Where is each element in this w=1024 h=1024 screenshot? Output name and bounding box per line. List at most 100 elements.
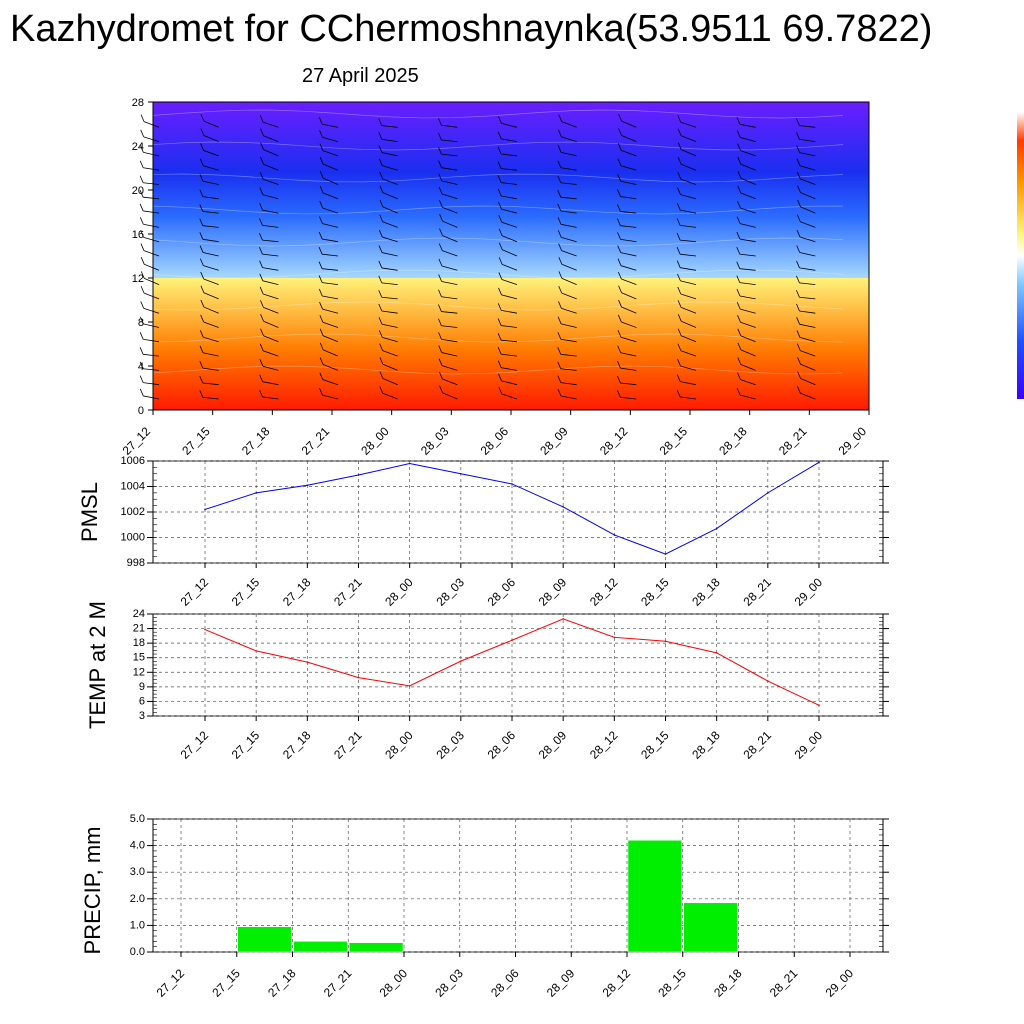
wind-barb xyxy=(442,250,458,257)
wind-barb xyxy=(143,151,160,157)
wind-barb xyxy=(143,338,160,343)
wind-barb-flag xyxy=(259,172,264,180)
wind-barb xyxy=(740,349,756,357)
y-tick-label: 8 xyxy=(138,317,144,329)
x-tick-label: 28_12 xyxy=(597,424,631,458)
wind-barb-flag xyxy=(379,371,384,379)
temp-data-point xyxy=(306,661,309,663)
wind-barb-flag xyxy=(438,274,443,282)
contour-line xyxy=(152,109,844,119)
wind-barb-flag xyxy=(498,242,503,250)
wind-barb-flag xyxy=(140,230,144,238)
wind-barb xyxy=(143,368,160,371)
pmsl-data-point xyxy=(562,506,564,508)
wind-barb xyxy=(561,136,577,142)
wind-barb-flag xyxy=(439,214,443,222)
wind-barb-flag xyxy=(319,387,323,396)
wind-barb xyxy=(203,165,219,171)
wind-barb-flag xyxy=(736,387,741,396)
wind-barb xyxy=(202,367,219,371)
wind-barb-flag xyxy=(319,372,324,380)
pmsl-x-tick-label: 28_09 xyxy=(536,575,570,609)
wind-barb-flag xyxy=(796,132,800,140)
wind-barb xyxy=(441,311,458,314)
wind-barb-flag xyxy=(736,275,741,283)
wind-barb xyxy=(322,238,339,243)
wind-barb xyxy=(143,121,160,128)
wind-barb-flag xyxy=(796,290,800,298)
wind-barb-flag xyxy=(617,390,621,398)
wind-barb xyxy=(322,295,339,300)
pmsl-x-tick-label: 28_00 xyxy=(382,575,416,609)
wind-barb-flag xyxy=(140,271,145,279)
wind-barb xyxy=(621,120,637,128)
wind-barb-flag xyxy=(498,386,503,395)
wind-barb xyxy=(800,206,816,214)
pmsl-data-point xyxy=(306,484,309,487)
pmsl-x-tick-label: 27_15 xyxy=(229,575,263,609)
wind-barb xyxy=(501,263,518,271)
pmsl-y-tick-label: 1006 xyxy=(121,455,145,467)
wind-barb xyxy=(441,325,458,328)
temp-data-point xyxy=(664,640,667,642)
wind-barb-flag xyxy=(737,357,742,365)
wind-barb-flag xyxy=(139,175,144,183)
wind-barb-flag xyxy=(438,146,442,155)
wind-barb xyxy=(620,352,637,357)
wind-barb-flag xyxy=(139,217,144,225)
wind-barb-flag xyxy=(677,314,682,322)
wind-barb-flag xyxy=(676,202,681,211)
wind-barb-flag xyxy=(200,285,205,293)
wind-barb-flag xyxy=(737,185,742,194)
temp-x-tick-label: 27_21 xyxy=(331,728,365,762)
wind-barb-flag xyxy=(378,290,383,298)
precip-bar xyxy=(683,902,738,953)
wind-barb-flag xyxy=(139,388,144,397)
wind-barb-flag xyxy=(259,232,263,241)
precip-x-tick-label: 28_15 xyxy=(655,966,689,1000)
wind-barb xyxy=(501,367,518,371)
wind-barb-flag xyxy=(139,375,144,383)
wind-barb xyxy=(800,178,816,185)
wind-barb-flag xyxy=(259,115,264,123)
wind-barb-flag xyxy=(558,257,563,265)
wind-barb-flag xyxy=(558,114,563,122)
temp-x-tick-label: 28_21 xyxy=(740,728,774,762)
wind-barb-flag xyxy=(617,375,621,384)
wind-barb-flag xyxy=(378,158,383,166)
temp-data-point xyxy=(408,685,411,687)
wind-barb-flag xyxy=(140,285,145,294)
temp-x-tick-label: 27_12 xyxy=(178,728,212,762)
wind-barb xyxy=(620,396,637,400)
x-tick-label: 28_21 xyxy=(776,424,810,458)
wind-barb xyxy=(322,207,339,214)
wind-barb xyxy=(143,353,160,357)
y-tick-label: 4 xyxy=(138,361,144,373)
wind-barb xyxy=(739,268,756,271)
precip-y-tick-label: 3.0 xyxy=(130,866,145,878)
wind-barb-flag xyxy=(737,342,742,351)
pmsl-data-point xyxy=(715,527,718,530)
wind-barb-flag xyxy=(497,333,502,341)
wind-barb xyxy=(560,382,577,386)
wind-barb xyxy=(442,235,458,243)
wind-barb-flag xyxy=(199,218,204,226)
wind-barb-flag xyxy=(558,301,562,309)
wind-barb-flag xyxy=(319,157,324,165)
wind-barb xyxy=(323,335,339,343)
pmsl-x-tick-label: 28_21 xyxy=(740,575,774,609)
wind-barb-flag xyxy=(319,301,323,310)
wind-barb xyxy=(620,165,637,171)
wind-barb-flag xyxy=(617,271,622,280)
wind-barb xyxy=(322,137,339,142)
wind-barb xyxy=(621,306,637,314)
wind-barb-flag xyxy=(318,231,323,240)
wind-barb-flag xyxy=(139,332,144,340)
wind-barb-flag xyxy=(379,171,384,180)
wind-barb xyxy=(501,235,518,243)
wind-barb-flag xyxy=(796,158,801,166)
wind-barb xyxy=(441,365,458,371)
wind-barb-flag xyxy=(139,347,144,355)
wind-barb-flag xyxy=(438,160,442,168)
wind-barb xyxy=(202,252,219,257)
